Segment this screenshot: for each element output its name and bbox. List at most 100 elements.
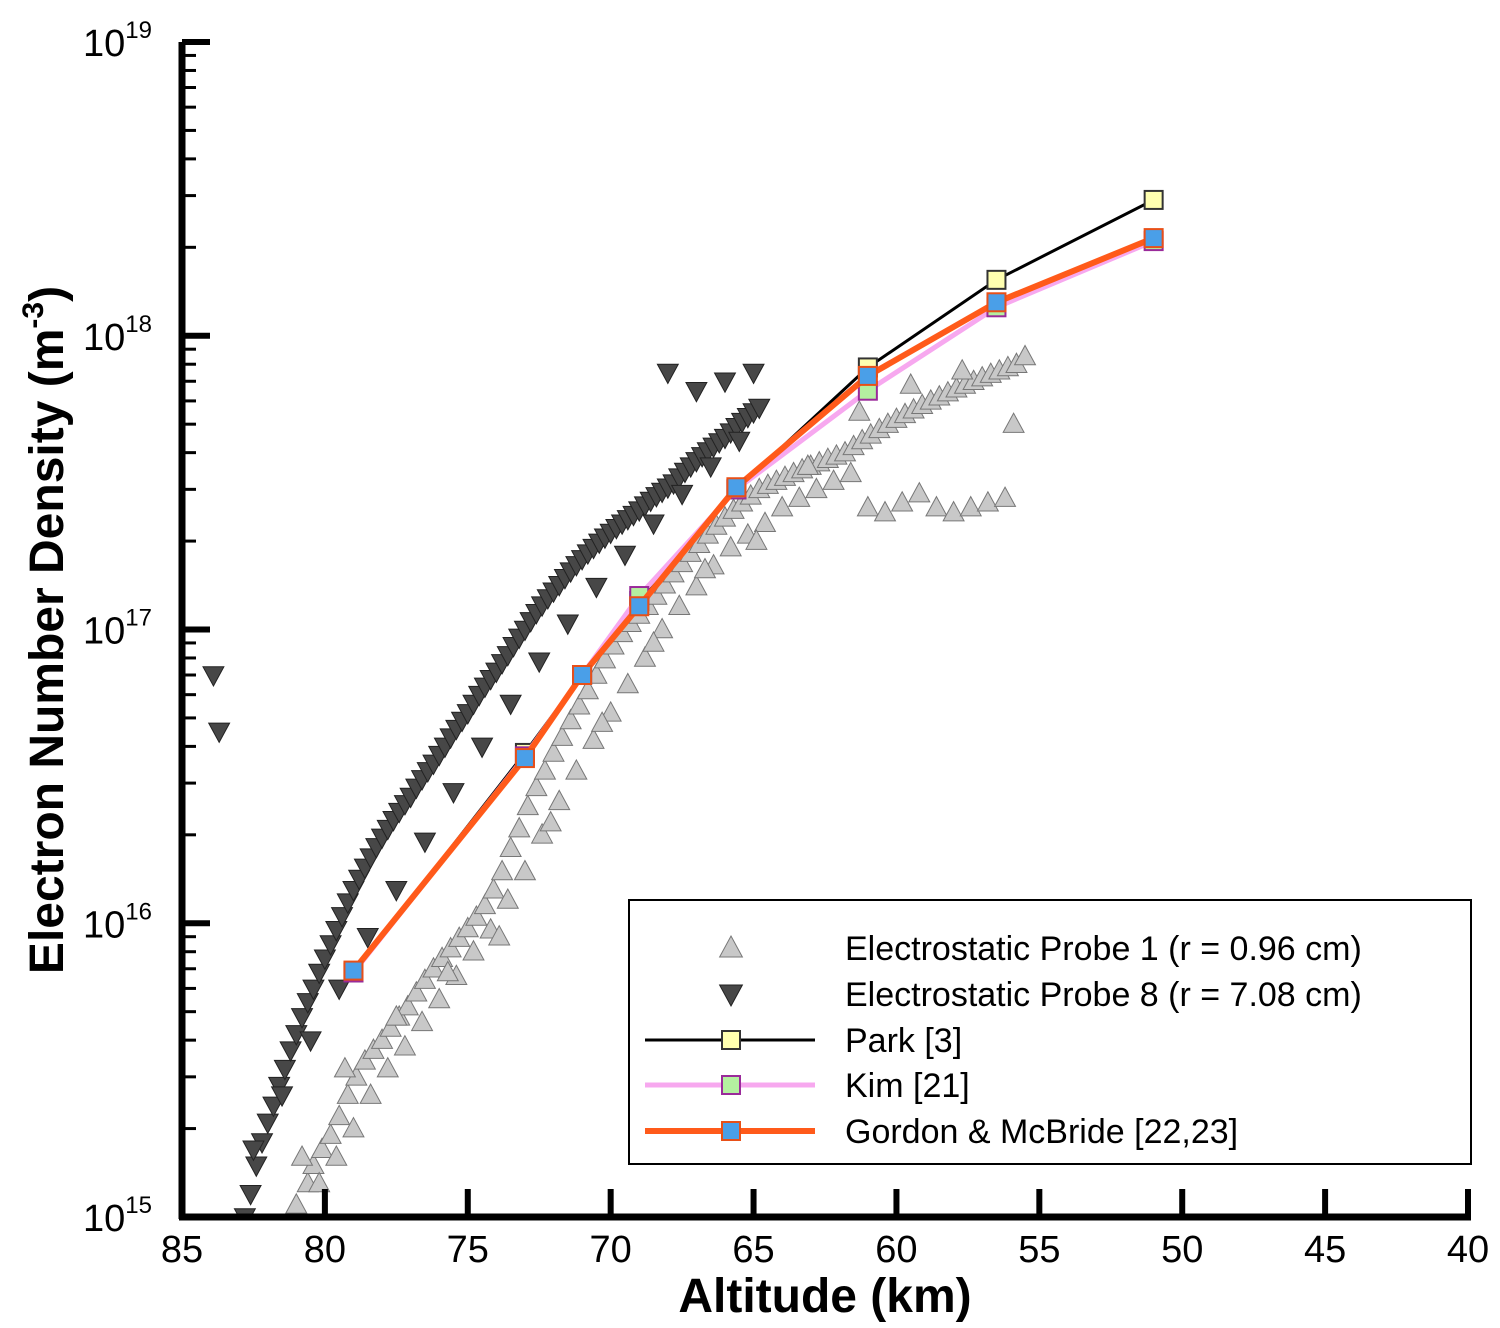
probe8-point <box>239 1184 262 1206</box>
probe1-point <box>890 490 914 512</box>
probe8-point <box>727 431 751 453</box>
probe8-point <box>527 652 551 674</box>
probe1-point <box>1013 344 1037 366</box>
probe1-point <box>487 924 511 946</box>
legend-items <box>645 934 815 1141</box>
probe1-point <box>490 859 514 881</box>
line-2 <box>351 238 1155 975</box>
plot-area <box>202 189 1164 1217</box>
x-tick-label: 40 <box>1447 1229 1489 1271</box>
probe1-point <box>547 789 571 811</box>
y-axis-label-superscript: -3 <box>17 302 50 329</box>
y-tick-label: 1019 <box>83 17 152 65</box>
probe1-point <box>516 794 540 816</box>
probe8-point <box>556 614 580 636</box>
axes <box>178 39 1471 1221</box>
probe1-point <box>950 358 974 380</box>
legend-marker-2 <box>721 1075 741 1095</box>
probe1-point <box>822 469 845 490</box>
probe1-point <box>465 904 488 926</box>
probe1-point <box>456 916 480 938</box>
x-tick-label: 85 <box>161 1229 203 1271</box>
y-tick-label: 1018 <box>83 311 152 359</box>
probe1-point <box>319 1123 342 1144</box>
probe1-point <box>473 893 497 915</box>
probe1-point <box>307 1171 331 1193</box>
probe1-point <box>667 594 691 615</box>
probe8-point <box>256 1113 280 1135</box>
probe8-point <box>670 484 694 506</box>
line-3-marker <box>726 477 747 498</box>
probe1-point <box>462 939 485 961</box>
probe8-point <box>613 545 637 567</box>
probe8-point <box>299 1031 322 1053</box>
probe8-point <box>327 979 351 1001</box>
line-3-marker <box>1143 228 1164 249</box>
legend-marker-probe1 <box>718 934 744 958</box>
x-tick-labels: 85 80 75 70 65 60 55 50 45 40 <box>161 1229 1489 1271</box>
line-3-marker <box>572 665 593 686</box>
probe1-point <box>533 758 557 780</box>
probe8-point <box>442 783 465 804</box>
y-axis-label-main: Electron Number Density (m <box>21 329 74 974</box>
probe1-point <box>353 1048 377 1070</box>
legend-marker-3 <box>721 1121 741 1141</box>
x-tick-label: 60 <box>875 1229 917 1271</box>
legend-label-kim: Kim [21] <box>845 1067 970 1105</box>
probe1-point <box>370 1028 394 1049</box>
probe1-point <box>285 1192 308 1214</box>
probe1-point <box>499 836 522 858</box>
probe1-point <box>796 454 820 475</box>
probe1-point <box>376 1056 400 1078</box>
line-series-3 <box>343 228 1164 981</box>
probe1-point <box>839 461 863 483</box>
probe1-point <box>327 1104 351 1126</box>
probe1-point <box>559 708 582 730</box>
y-tick-label: 1015 <box>83 1192 152 1240</box>
probe1-point <box>342 1116 365 1138</box>
probe8-point <box>413 832 437 854</box>
probe8-point <box>356 927 380 949</box>
probe1-point <box>693 557 717 579</box>
x-tick-label: 65 <box>732 1229 774 1271</box>
x-tick-label: 55 <box>1018 1229 1060 1271</box>
probe1-point <box>436 960 460 982</box>
line-3 <box>351 235 1155 973</box>
probe1-point <box>325 1144 348 1166</box>
probe8-point <box>245 1156 268 1178</box>
probe1-point <box>336 1083 360 1104</box>
x-tick-label: 80 <box>304 1229 346 1271</box>
line-1-marker <box>1143 189 1164 210</box>
legend-label-probe1: Electrostatic Probe 1 (r = 0.96 cm) <box>845 930 1362 968</box>
x-tick-label: 75 <box>447 1229 489 1271</box>
probe1-point <box>290 1144 314 1166</box>
probe1-point <box>530 822 554 844</box>
probe1-point <box>482 877 505 899</box>
probe1-point <box>359 1083 382 1104</box>
probe8-point <box>290 1008 314 1029</box>
y-axis-label: Electron Number Density (m-3) <box>17 286 74 974</box>
probe1-point <box>770 495 794 517</box>
probe1-point <box>633 645 657 667</box>
probe1-point <box>753 511 777 532</box>
probe1-point <box>396 994 420 1016</box>
probe8-point <box>279 1041 302 1063</box>
legend-label-probe8: Electrostatic Probe 8 (r = 7.08 cm) <box>845 976 1362 1014</box>
probe1-point <box>993 486 1017 507</box>
probe1-point <box>439 936 462 958</box>
probe1-point <box>525 775 548 797</box>
probe8-point <box>747 398 771 420</box>
probe1-point <box>925 495 948 517</box>
line-3-marker <box>629 596 650 617</box>
y-tick-labels: 1015 1016 1017 1018 1019 <box>83 17 152 1240</box>
legend-marker-1 <box>721 1030 741 1050</box>
y-tick-label: 1017 <box>83 605 152 653</box>
probe1-point <box>310 1137 334 1159</box>
x-tick-label: 50 <box>1161 1229 1203 1271</box>
line-3-marker <box>343 960 364 981</box>
probe1-point <box>856 495 880 517</box>
probe1-point <box>590 711 614 732</box>
line-series-1 <box>343 189 1164 983</box>
legend: Electrostatic Probe 1 (r = 0.96 cm) Elec… <box>628 899 1472 1165</box>
probe8-point <box>273 1059 297 1081</box>
